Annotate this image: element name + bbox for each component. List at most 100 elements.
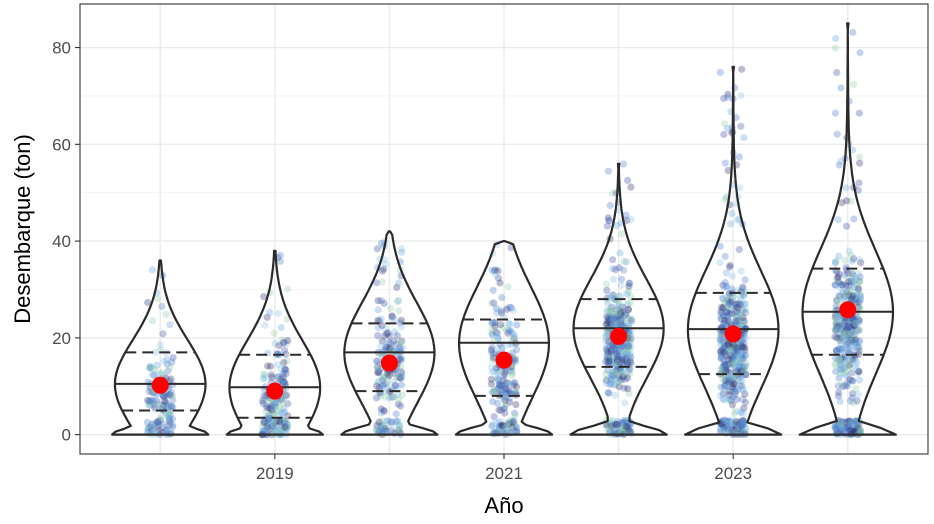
jitter-point <box>850 316 859 324</box>
violin-outline <box>798 22 897 436</box>
jitter-point <box>741 305 749 313</box>
jitter-point <box>716 365 725 373</box>
jitter-point <box>384 374 392 382</box>
jitter-point <box>380 373 388 381</box>
jitter-point <box>617 275 626 283</box>
jitter-point <box>845 362 854 370</box>
jitter-point <box>491 385 499 394</box>
jitter-point <box>832 367 840 376</box>
jitter-point <box>506 389 514 397</box>
jitter-point <box>838 418 847 426</box>
jitter-point <box>488 388 496 396</box>
jitter-point <box>724 305 732 313</box>
jitter-point <box>619 303 627 311</box>
jitter-point <box>375 369 383 377</box>
jitter-point <box>833 296 841 304</box>
jitter-point <box>836 361 845 369</box>
jitter-point <box>724 90 732 98</box>
jitter-point <box>849 80 858 88</box>
jitter-point <box>832 360 840 368</box>
jitter-point <box>148 427 156 436</box>
jitter-point <box>726 360 734 368</box>
jitter-point <box>144 425 152 433</box>
jitter-point <box>719 338 727 346</box>
jitter-point <box>156 400 164 408</box>
jitter-point <box>727 426 735 434</box>
jitter-point <box>845 289 854 297</box>
jitter-point <box>383 330 391 338</box>
jitter-point <box>160 357 168 365</box>
jitter-point <box>719 281 727 289</box>
jitter-point <box>260 392 268 400</box>
jitter-point <box>734 348 742 356</box>
jitter-point <box>731 301 740 309</box>
jitter-point <box>489 319 497 327</box>
jitter-point <box>624 342 633 350</box>
jitter-point <box>726 376 734 384</box>
jitter-point <box>855 326 863 334</box>
jitter-point <box>726 422 734 430</box>
jitter-point <box>619 373 627 381</box>
jitter-point <box>607 375 615 384</box>
x-tick-label: 2021 <box>485 464 523 483</box>
jitter-point <box>617 359 625 367</box>
jitter-point <box>719 304 727 312</box>
jitter-point <box>379 382 387 390</box>
jitter-point <box>742 351 750 359</box>
jitter-point <box>512 389 520 397</box>
jitter-point <box>851 316 859 324</box>
jitter-point <box>850 215 858 223</box>
jitter-point <box>846 331 854 339</box>
jitter-point <box>737 322 745 330</box>
jitter-point <box>391 381 400 389</box>
jitter-point <box>620 372 628 380</box>
jitter-point <box>617 376 625 384</box>
jitter-point <box>504 421 512 429</box>
jitter-point <box>146 364 154 372</box>
jitter-point <box>719 295 727 303</box>
jitter-point <box>831 281 839 289</box>
jitter-point <box>737 377 745 385</box>
jitter-point <box>722 424 730 432</box>
jitter-point <box>853 423 861 431</box>
jitter-point <box>626 424 634 432</box>
jitter-point <box>388 313 396 321</box>
jitter-point <box>721 376 729 385</box>
jitter-point <box>604 359 612 367</box>
jitter-point <box>277 375 285 383</box>
jitter-point <box>262 422 271 431</box>
jitter-point <box>377 405 385 413</box>
jitter-point <box>494 267 502 275</box>
jitter-point <box>832 311 840 319</box>
jitter-point <box>615 318 623 326</box>
jitter-point <box>614 359 622 367</box>
jitter-point <box>836 330 844 338</box>
jitter-point <box>718 347 726 355</box>
jitter-point <box>265 425 273 433</box>
jitter-point <box>624 345 632 353</box>
jitter-point <box>275 425 283 434</box>
jitter-point <box>736 184 744 192</box>
jitter-point <box>153 429 161 437</box>
jitter-point <box>618 424 627 432</box>
jitter-point <box>153 418 161 426</box>
jitter-point <box>497 307 505 315</box>
jitter-point <box>611 320 619 328</box>
jitter-point <box>278 336 286 344</box>
jitter-point <box>738 342 746 351</box>
jitter-point <box>731 385 739 393</box>
jitter-point <box>838 325 846 333</box>
jitter-point <box>271 417 279 425</box>
jitter-point <box>623 359 631 367</box>
jitter-point <box>844 332 852 340</box>
jitter-point <box>835 354 843 362</box>
jitter-point <box>276 257 284 265</box>
jitter-point <box>727 297 735 305</box>
jitter-point <box>733 314 741 322</box>
jitter-point <box>741 398 750 407</box>
jitter-point <box>386 339 394 348</box>
violin-outline <box>340 230 439 436</box>
jitter-point <box>852 385 860 393</box>
jitter-point <box>276 251 284 259</box>
jitter-point <box>627 215 635 224</box>
